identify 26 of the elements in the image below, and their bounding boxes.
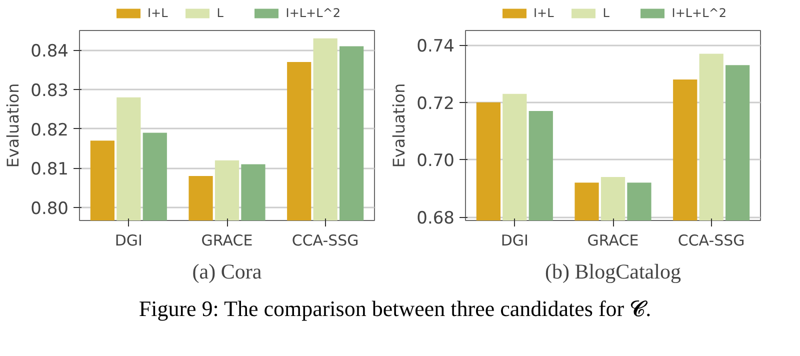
- y-tick-label: 0.72: [416, 94, 455, 114]
- x-tick-label: GRACE: [587, 232, 639, 250]
- y-tick-label: 0.83: [30, 81, 69, 102]
- y-axis-title: Evaluation: [4, 83, 23, 168]
- legend-label: I+L+L^2: [286, 6, 340, 20]
- text: (b) BlogCatalog: [545, 260, 682, 284]
- x-tick-label: GRACE: [201, 232, 253, 250]
- caption: Figure 9: The comparison between three candidates for 𝓒.: [138, 295, 652, 323]
- y-tick-label: 0.80: [30, 199, 69, 220]
- y-tick-label: 0.81: [30, 160, 69, 180]
- legend-label: I+L: [148, 6, 168, 20]
- x-tick-label: DGI: [500, 232, 528, 250]
- legend-label: I+L+L^2: [672, 6, 726, 20]
- x-tick-label: CCA-SSG: [678, 232, 745, 250]
- legend-label: L: [216, 6, 224, 20]
- y-tick-label: 0.84: [30, 42, 69, 62]
- y-tick-label: 0.82: [30, 120, 69, 140]
- y-tick-label: 0.70: [416, 151, 455, 172]
- y-axis-title: Evaluation: [390, 83, 409, 168]
- y-tick-label: 0.68: [416, 208, 455, 229]
- x-tick-label: CCA-SSG: [292, 232, 359, 250]
- y-tick-label: 0.74: [416, 36, 455, 57]
- legend-label: I+L: [534, 6, 554, 20]
- legend-label: L: [602, 6, 610, 20]
- x-tick-label: DGI: [114, 232, 142, 250]
- text: (a) Cora: [192, 260, 262, 284]
